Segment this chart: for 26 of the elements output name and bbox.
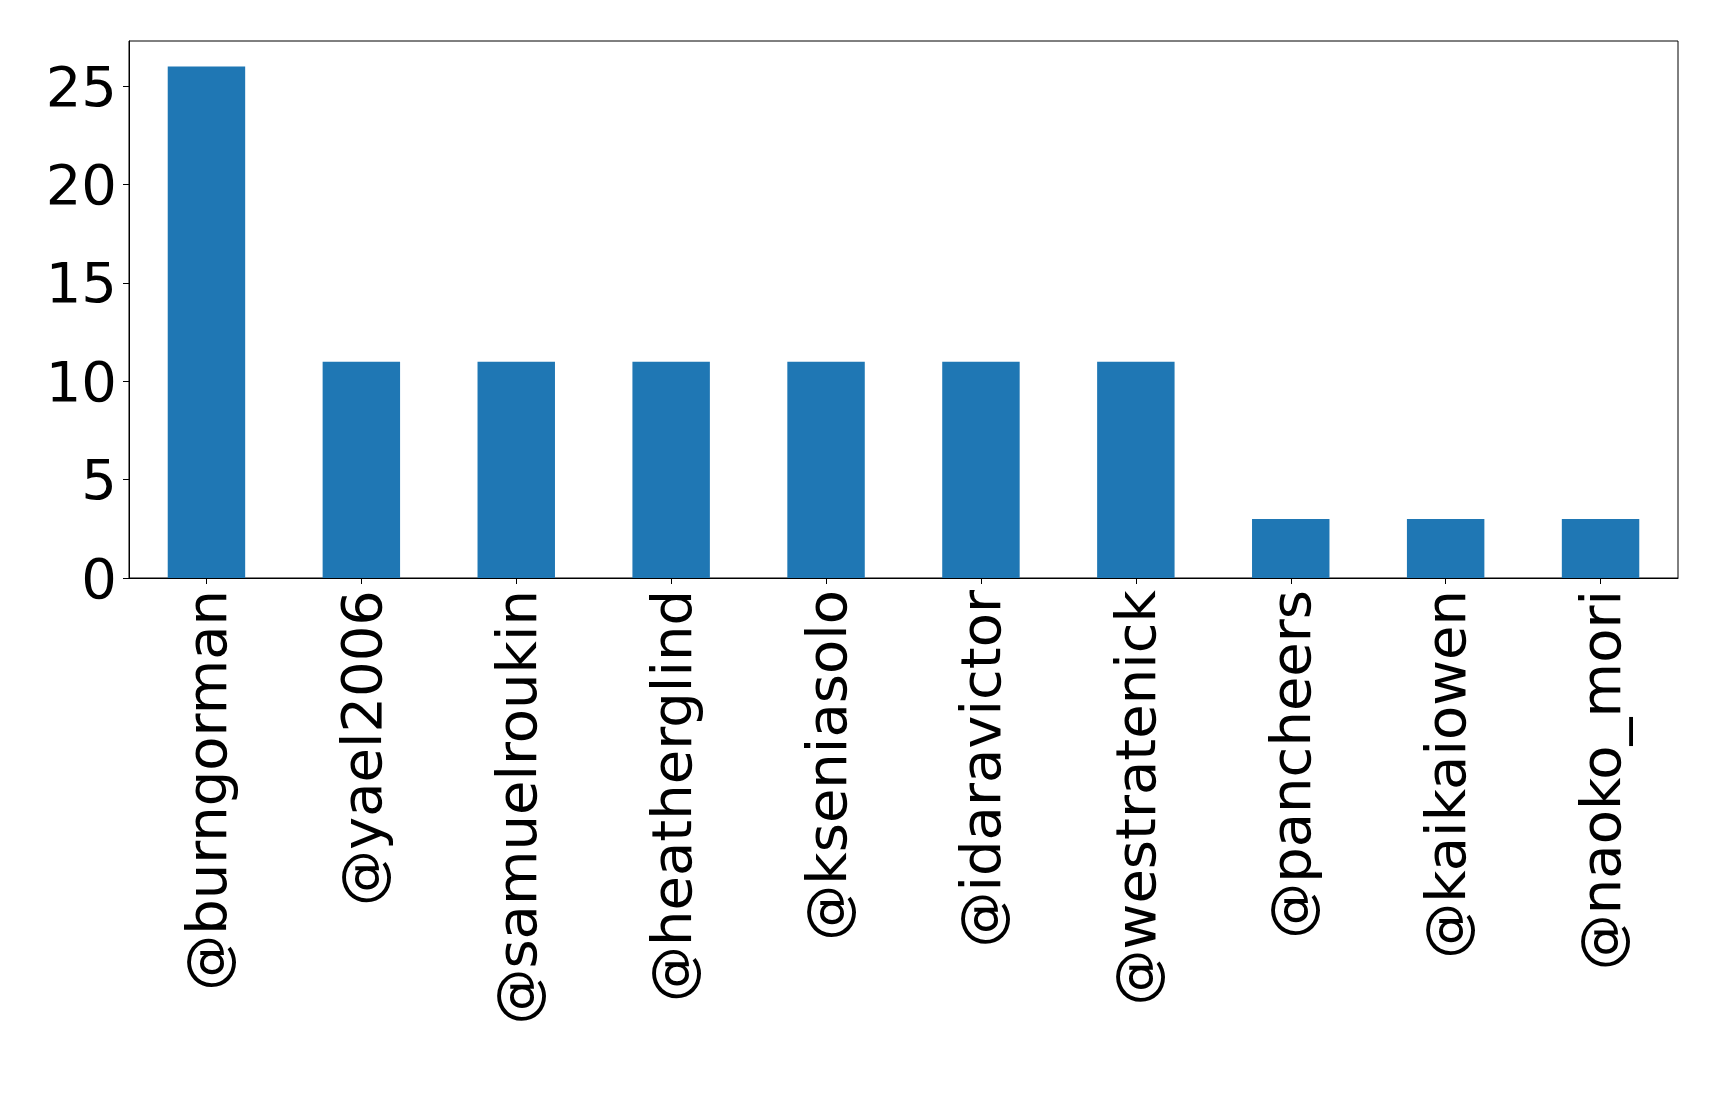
y-tick-label: 10	[45, 348, 117, 414]
x-tick-label: @idaravictor	[948, 589, 1014, 948]
bar	[942, 361, 1020, 578]
x-tick-label: @kseniasolo	[793, 590, 859, 941]
bar	[632, 361, 710, 578]
x-tick-label: @samuelroukin	[483, 590, 549, 1025]
bar	[1252, 518, 1330, 578]
x-tick-label: @pancheers	[1258, 590, 1324, 939]
bar	[1406, 518, 1485, 578]
x-tick-label: @westratenick	[1103, 589, 1169, 1006]
y-tick-label: 20	[45, 152, 117, 218]
x-tick-label: @naoko_mori	[1568, 590, 1634, 971]
y-tick-label: 5	[81, 447, 117, 513]
bar	[1097, 361, 1175, 578]
y-tick-label: 15	[45, 250, 117, 316]
bar	[322, 361, 401, 578]
bar	[1561, 518, 1640, 578]
x-tick-label: @burngorman	[173, 590, 239, 991]
x-tick-label: @yael2006	[328, 590, 394, 906]
y-tick-label: 0	[81, 545, 117, 611]
y-tick-label: 25	[45, 53, 117, 119]
x-tick-label: @heatherglind	[638, 590, 704, 1002]
bar	[787, 361, 865, 578]
bar	[477, 361, 555, 578]
x-tick-label: @kaikaiowen	[1413, 590, 1479, 959]
bar	[167, 66, 246, 578]
